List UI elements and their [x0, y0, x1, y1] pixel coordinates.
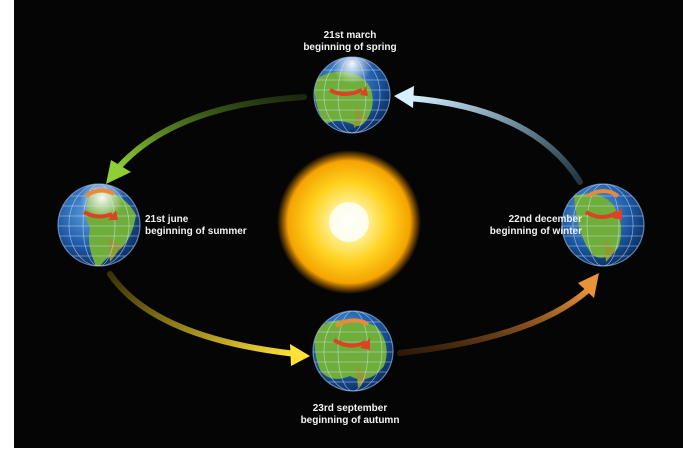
- label-season: beginning of summer: [145, 226, 247, 237]
- orbit-arrow-december-to-march: [394, 86, 583, 185]
- sun-icon: [277, 150, 421, 294]
- orbit-arrow-september-to-december: [397, 273, 599, 356]
- label-season: beginning of spring: [303, 42, 397, 53]
- label-june-solstice: 21st june beginning of summer: [145, 214, 285, 238]
- earth-globe-icon: [313, 56, 391, 134]
- label-december-solstice: 22nd december beginning of winter: [442, 214, 582, 238]
- seasons-diagram: 21st march beginning of spring 21st june…: [14, 0, 683, 448]
- label-season: beginning of autumn: [300, 415, 400, 426]
- label-date: 23rd september: [312, 403, 388, 414]
- rotation-arrow-icon: [329, 86, 368, 96]
- label-date: 22nd december: [508, 214, 582, 225]
- label-september-equinox: 23rd september beginning of autumn: [276, 403, 424, 427]
- earth-globe-icon: [57, 183, 141, 267]
- orbit-arrow-march-to-june: [106, 94, 307, 184]
- rotation-arrow-icon: [83, 188, 118, 220]
- rotation-arrow-icon: [332, 318, 370, 350]
- label-season: beginning of winter: [489, 226, 582, 237]
- label-date: 21st june: [145, 214, 189, 225]
- earth-globe-icon: [312, 310, 394, 392]
- earth-orbit-illustration: [57, 56, 645, 392]
- orbit-arrow-june-to-september: [107, 271, 310, 366]
- label-date: 21st march: [323, 30, 377, 41]
- label-march-equinox: 21st march beginning of spring: [284, 30, 416, 54]
- rotation-arrow-icon: [584, 189, 622, 220]
